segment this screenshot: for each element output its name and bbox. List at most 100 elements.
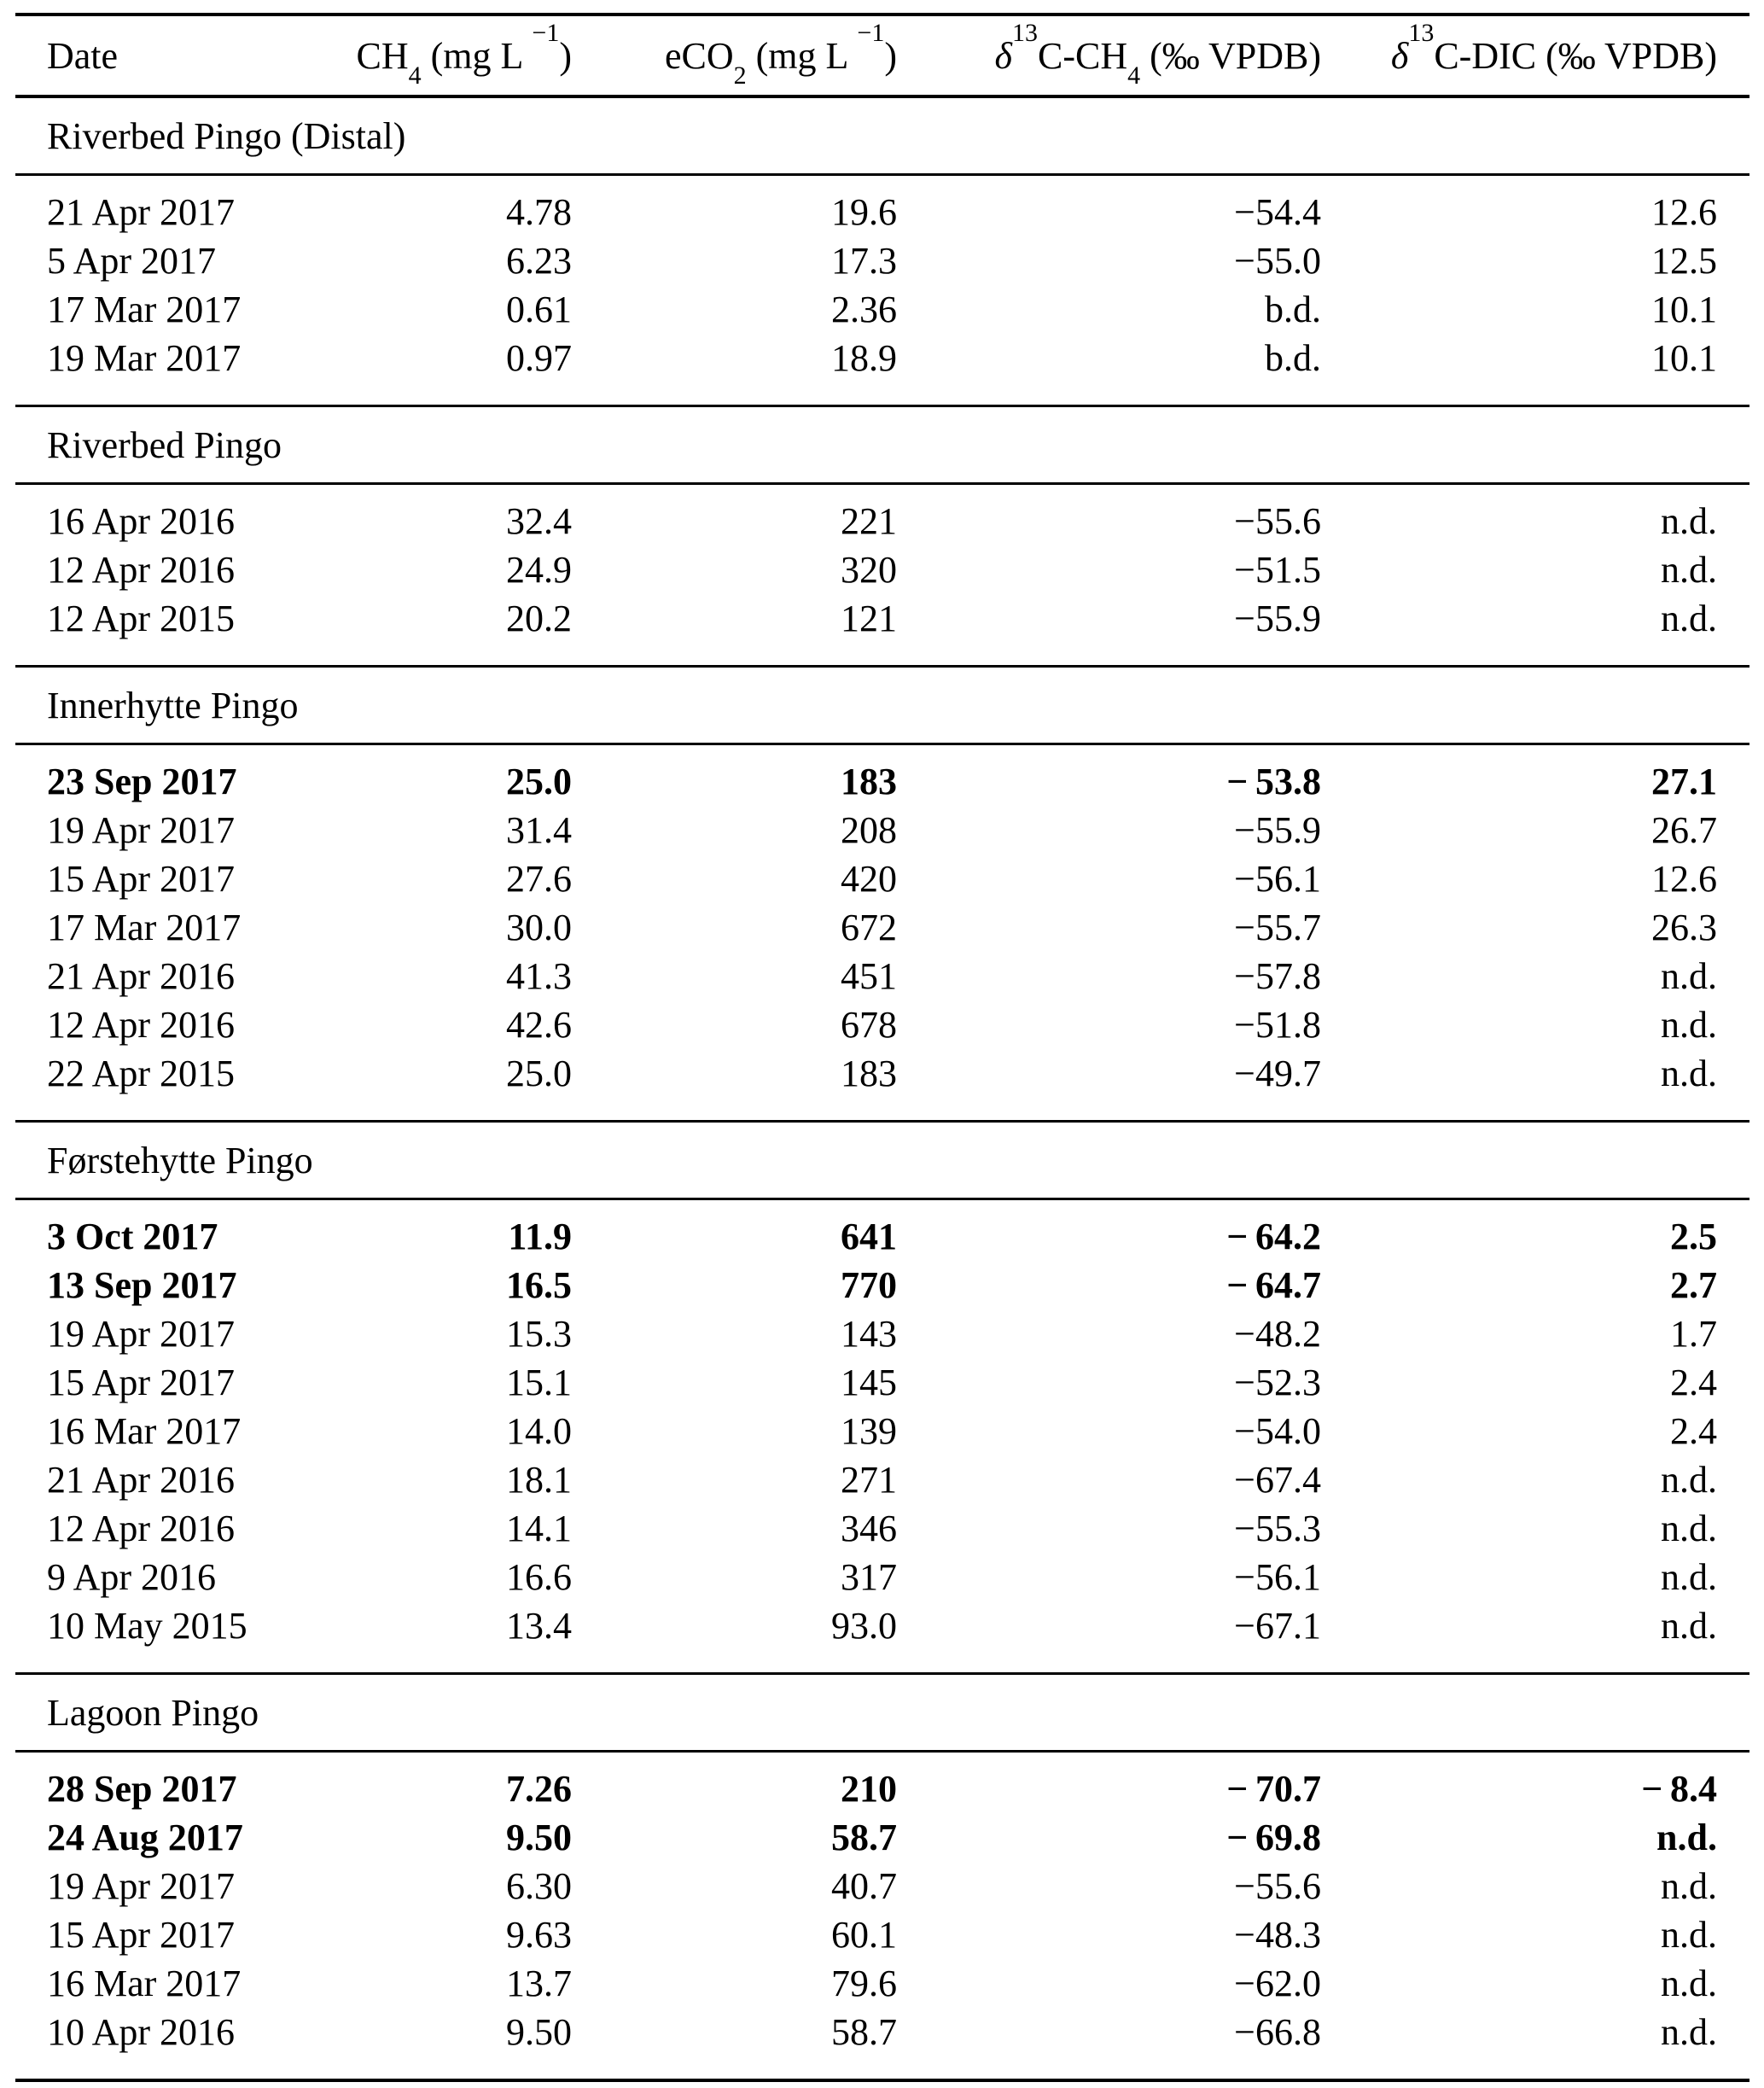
cell-ch4: 31.4: [506, 809, 572, 851]
cell-d13c-dic: 12.5: [1651, 240, 1717, 282]
cell-eco2: 143: [841, 1313, 897, 1355]
cell-d13c-ch4: b.d.: [1265, 289, 1321, 330]
cell-d13c-ch4: −56.1: [1234, 1556, 1321, 1598]
cell-ch4: 42.6: [506, 1004, 572, 1046]
cell-d13c-dic: n.d.: [1661, 500, 1717, 542]
cell-date: 10 May 2015: [47, 1605, 247, 1647]
cell-d13c-ch4: −62.0: [1234, 1963, 1321, 2004]
cell-ch4: 24.9: [506, 549, 572, 591]
table-row: 21 Apr 2016 18.1 271 −67.4 n.d.: [15, 1455, 1749, 1504]
section-title-row: Lagoon Pingo: [15, 1673, 1749, 1753]
cell-date: 16 Apr 2016: [47, 500, 235, 542]
table-header: Date CH4 (mg L−1) eCO2 (mg L−1) δ13C-CH4…: [15, 15, 1749, 98]
cell-date: 19 Apr 2017: [47, 809, 235, 851]
cell-eco2: 40.7: [831, 1865, 897, 1907]
table-row: 21 Apr 2016 41.3 451 −57.8 n.d.: [15, 952, 1749, 1000]
cell-d13c-ch4: −57.8: [1234, 955, 1321, 997]
table-row: 19 Apr 2017 15.3 143 −48.2 1.7: [15, 1309, 1749, 1358]
table-row: 19 Apr 2017 31.4 208 −55.9 26.7: [15, 806, 1749, 854]
cell-d13c-dic: n.d.: [1661, 1605, 1717, 1647]
table-row: 15 Apr 2017 27.6 420 −56.1 12.6: [15, 854, 1749, 903]
cell-eco2: 420: [841, 858, 897, 900]
cell-date: 3 Oct 2017: [47, 1216, 218, 1257]
header-row: Date CH4 (mg L−1) eCO2 (mg L−1) δ13C-CH4…: [15, 15, 1749, 98]
cell-ch4: 13.4: [506, 1605, 572, 1647]
cell-date: 15 Apr 2017: [47, 1914, 235, 1956]
cell-date: 12 Apr 2015: [47, 598, 235, 639]
cell-date: 15 Apr 2017: [47, 1362, 235, 1403]
cell-d13c-ch4: − 70.7: [1226, 1768, 1321, 1810]
cell-ch4: 18.1: [506, 1459, 572, 1501]
cell-date: 28 Sep 2017: [47, 1768, 237, 1810]
table-row: 19 Mar 2017 0.97 18.9 b.d. 10.1: [15, 334, 1749, 406]
table-row: 12 Apr 2015 20.2 121 −55.9 n.d.: [15, 594, 1749, 667]
cell-d13c-dic: n.d.: [1661, 955, 1717, 997]
cell-ch4: 9.50: [506, 1817, 572, 1858]
cell-d13c-ch4: −54.4: [1234, 191, 1321, 233]
cell-ch4: 7.26: [506, 1768, 572, 1810]
table-row: 16 Mar 2017 14.0 139 −54.0 2.4: [15, 1407, 1749, 1455]
cell-ch4: 16.5: [506, 1264, 572, 1306]
cell-eco2: 451: [841, 955, 897, 997]
cell-date: 17 Mar 2017: [47, 289, 242, 330]
cell-ch4: 25.0: [506, 1053, 572, 1094]
section-title: Riverbed Pingo (Distal): [15, 96, 1749, 176]
cell-ch4: 30.0: [506, 907, 572, 948]
table-row: 28 Sep 2017 7.26 210 − 70.7 − 8.4: [15, 1752, 1749, 1814]
cell-d13c-dic: 10.1: [1651, 337, 1717, 379]
cell-ch4: 15.1: [506, 1362, 572, 1403]
col-header-eco2: eCO2 (mg L−1): [572, 15, 897, 98]
cell-d13c-dic: 26.3: [1651, 907, 1717, 948]
table-row: 12 Apr 2016 42.6 678 −51.8 n.d.: [15, 1000, 1749, 1049]
cell-eco2: 317: [841, 1556, 897, 1598]
cell-d13c-ch4: −55.0: [1234, 240, 1321, 282]
cell-eco2: 770: [841, 1264, 897, 1306]
cell-d13c-dic: n.d.: [1661, 598, 1717, 639]
cell-date: 21 Apr 2016: [47, 1459, 235, 1501]
cell-date: 9 Apr 2016: [47, 1556, 216, 1598]
table-row: 17 Mar 2017 30.0 672 −55.7 26.3: [15, 903, 1749, 952]
table-row: 12 Apr 2016 14.1 346 −55.3 n.d.: [15, 1504, 1749, 1553]
cell-d13c-ch4: − 53.8: [1226, 761, 1321, 802]
table-row: 15 Apr 2017 15.1 145 −52.3 2.4: [15, 1358, 1749, 1407]
col-header-d13c-ch4: δ13C-CH4 (‰ VPDB): [897, 15, 1321, 98]
table-row: 5 Apr 2017 6.23 17.3 −55.0 12.5: [15, 236, 1749, 285]
cell-eco2: 183: [841, 761, 897, 802]
cell-d13c-ch4: −55.7: [1234, 907, 1321, 948]
cell-ch4: 32.4: [506, 500, 572, 542]
cell-d13c-dic: n.d.: [1661, 1004, 1717, 1046]
cell-d13c-ch4: b.d.: [1265, 337, 1321, 379]
col-header-date: Date: [15, 15, 323, 98]
cell-eco2: 145: [841, 1362, 897, 1403]
section-title: Førstehytte Pingo: [15, 1121, 1749, 1200]
cell-d13c-ch4: −55.9: [1234, 598, 1321, 639]
cell-d13c-dic: n.d.: [1656, 1817, 1717, 1858]
cell-ch4: 27.6: [506, 858, 572, 900]
cell-d13c-dic: 2.5: [1670, 1216, 1717, 1257]
section-title: Innerhytte Pingo: [15, 666, 1749, 745]
table-row: 16 Mar 2017 13.7 79.6 −62.0 n.d.: [15, 1959, 1749, 2008]
cell-d13c-ch4: − 69.8: [1226, 1817, 1321, 1858]
cell-d13c-ch4: −56.1: [1234, 858, 1321, 900]
cell-ch4: 14.0: [506, 1410, 572, 1452]
cell-date: 16 Mar 2017: [47, 1963, 242, 2004]
cell-date: 22 Apr 2015: [47, 1053, 235, 1094]
cell-date: 19 Mar 2017: [47, 337, 242, 379]
cell-date: 16 Mar 2017: [47, 1410, 242, 1452]
cell-ch4: 0.97: [506, 337, 572, 379]
cell-d13c-ch4: −52.3: [1234, 1362, 1321, 1403]
table-row: 19 Apr 2017 6.30 40.7 −55.6 n.d.: [15, 1862, 1749, 1910]
section-title-row: Innerhytte Pingo: [15, 666, 1749, 745]
cell-d13c-dic: n.d.: [1661, 1556, 1717, 1598]
cell-ch4: 4.78: [506, 191, 572, 233]
cell-date: 21 Apr 2017: [47, 191, 235, 233]
cell-d13c-dic: n.d.: [1661, 1053, 1717, 1094]
cell-d13c-dic: n.d.: [1661, 1963, 1717, 2004]
section-title-row: Førstehytte Pingo: [15, 1121, 1749, 1200]
cell-eco2: 221: [841, 500, 897, 542]
cell-eco2: 320: [841, 549, 897, 591]
cell-eco2: 208: [841, 809, 897, 851]
cell-eco2: 672: [841, 907, 897, 948]
cell-d13c-dic: n.d.: [1661, 1865, 1717, 1907]
